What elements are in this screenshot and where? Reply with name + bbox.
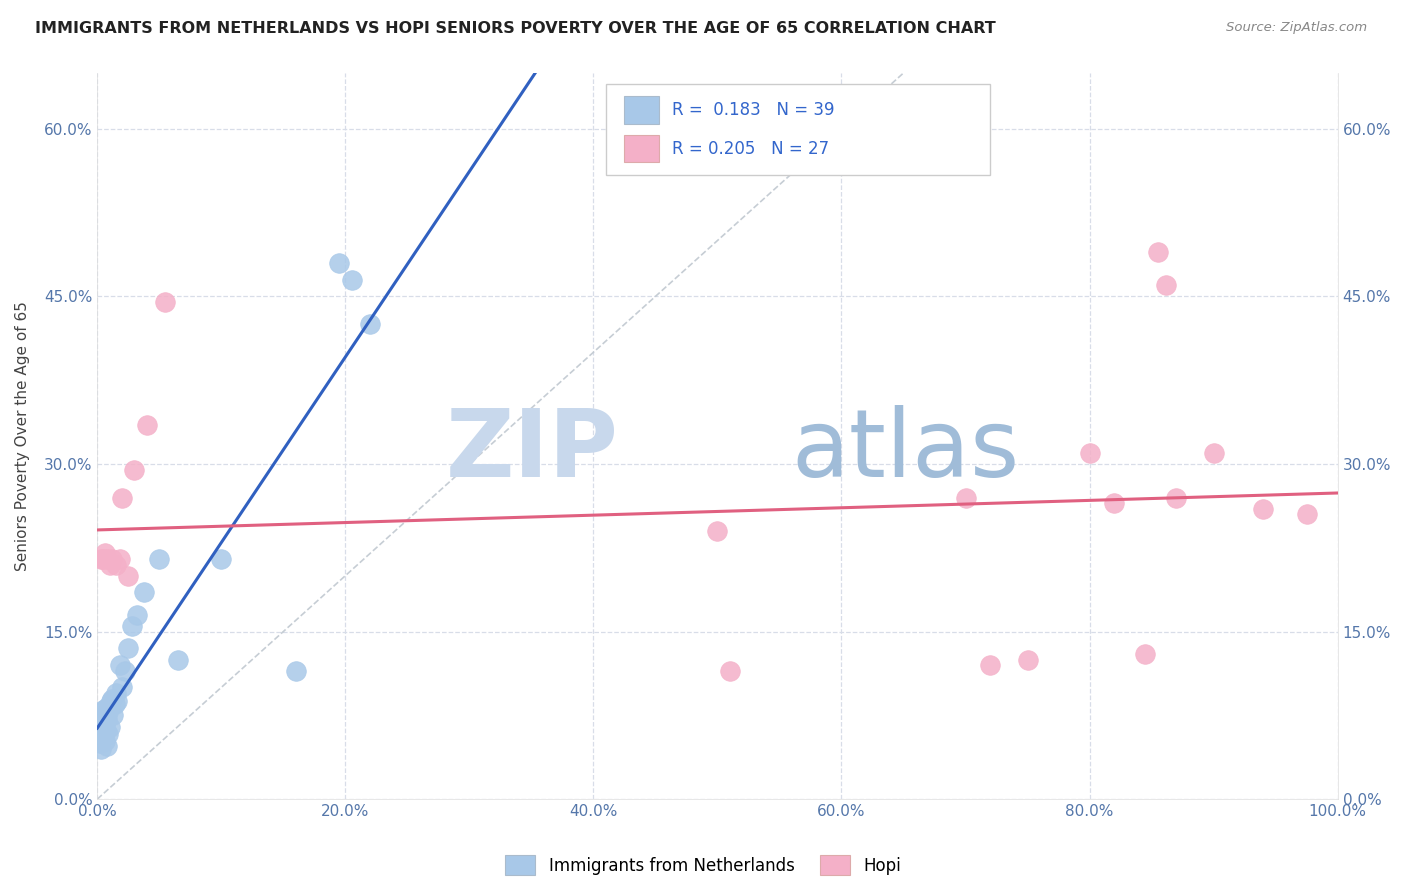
Point [111,681,134,695]
Point [100,694,122,708]
Point [90,725,112,739]
Point [706,524,728,538]
Point [93,708,115,723]
Point [979,658,1001,673]
Point [93,546,115,560]
Point [90,742,112,756]
FancyBboxPatch shape [624,96,659,124]
Point [104,697,127,711]
Point [93,714,115,728]
Point [1135,647,1157,661]
Point [1104,496,1126,510]
Text: Source: ZipAtlas.com: Source: ZipAtlas.com [1226,21,1367,35]
Point [105,694,128,708]
Point [90,552,112,566]
Point [96,739,118,753]
Point [1078,446,1101,460]
Point [93,552,115,566]
Point [148,552,170,566]
Point [114,664,136,678]
Point [97,705,120,719]
Point [1251,501,1274,516]
Point [135,417,157,432]
Text: ZIP: ZIP [446,405,619,497]
Point [155,295,177,310]
Point [955,491,977,505]
Point [134,585,156,599]
Text: R = 0.205   N = 27: R = 0.205 N = 27 [672,139,828,158]
Point [104,686,127,700]
Point [121,619,143,633]
Point [108,552,131,566]
Point [1156,278,1178,293]
Text: IMMIGRANTS FROM NETHERLANDS VS HOPI SENIORS POVERTY OVER THE AGE OF 65 CORRELATI: IMMIGRANTS FROM NETHERLANDS VS HOPI SENI… [35,21,995,37]
Point [91,731,114,745]
Point [111,491,134,505]
Point [359,318,381,332]
Point [98,720,121,734]
Point [124,462,146,476]
Point [101,552,124,566]
FancyBboxPatch shape [606,84,990,175]
Point [1202,446,1225,460]
Text: atlas: atlas [792,405,1021,497]
Point [104,558,127,572]
Point [718,664,741,678]
Point [117,641,139,656]
Point [94,700,117,714]
Point [96,712,118,726]
Point [340,273,363,287]
Point [284,664,307,678]
Point [98,697,121,711]
Point [98,558,121,572]
Text: R =  0.183   N = 39: R = 0.183 N = 39 [672,101,834,119]
Point [93,703,115,717]
Point [108,658,131,673]
Point [94,723,117,737]
Point [167,652,190,666]
Point [91,720,114,734]
Point [328,256,350,270]
Point [93,727,115,741]
Point [125,607,148,622]
Point [89,736,111,750]
FancyBboxPatch shape [624,135,659,162]
Legend: Immigrants from Netherlands, Hopi: Immigrants from Netherlands, Hopi [499,848,907,882]
Point [101,691,124,706]
Point [1146,244,1168,259]
Point [96,552,118,566]
Point [103,708,125,723]
Point [1295,508,1317,522]
Point [209,552,232,566]
Point [1017,652,1039,666]
Point [117,568,139,582]
Y-axis label: Seniors Poverty Over the Age of 65: Seniors Poverty Over the Age of 65 [15,301,30,571]
Point [93,734,115,748]
Point [1166,491,1188,505]
Point [93,716,115,731]
Point [97,727,120,741]
